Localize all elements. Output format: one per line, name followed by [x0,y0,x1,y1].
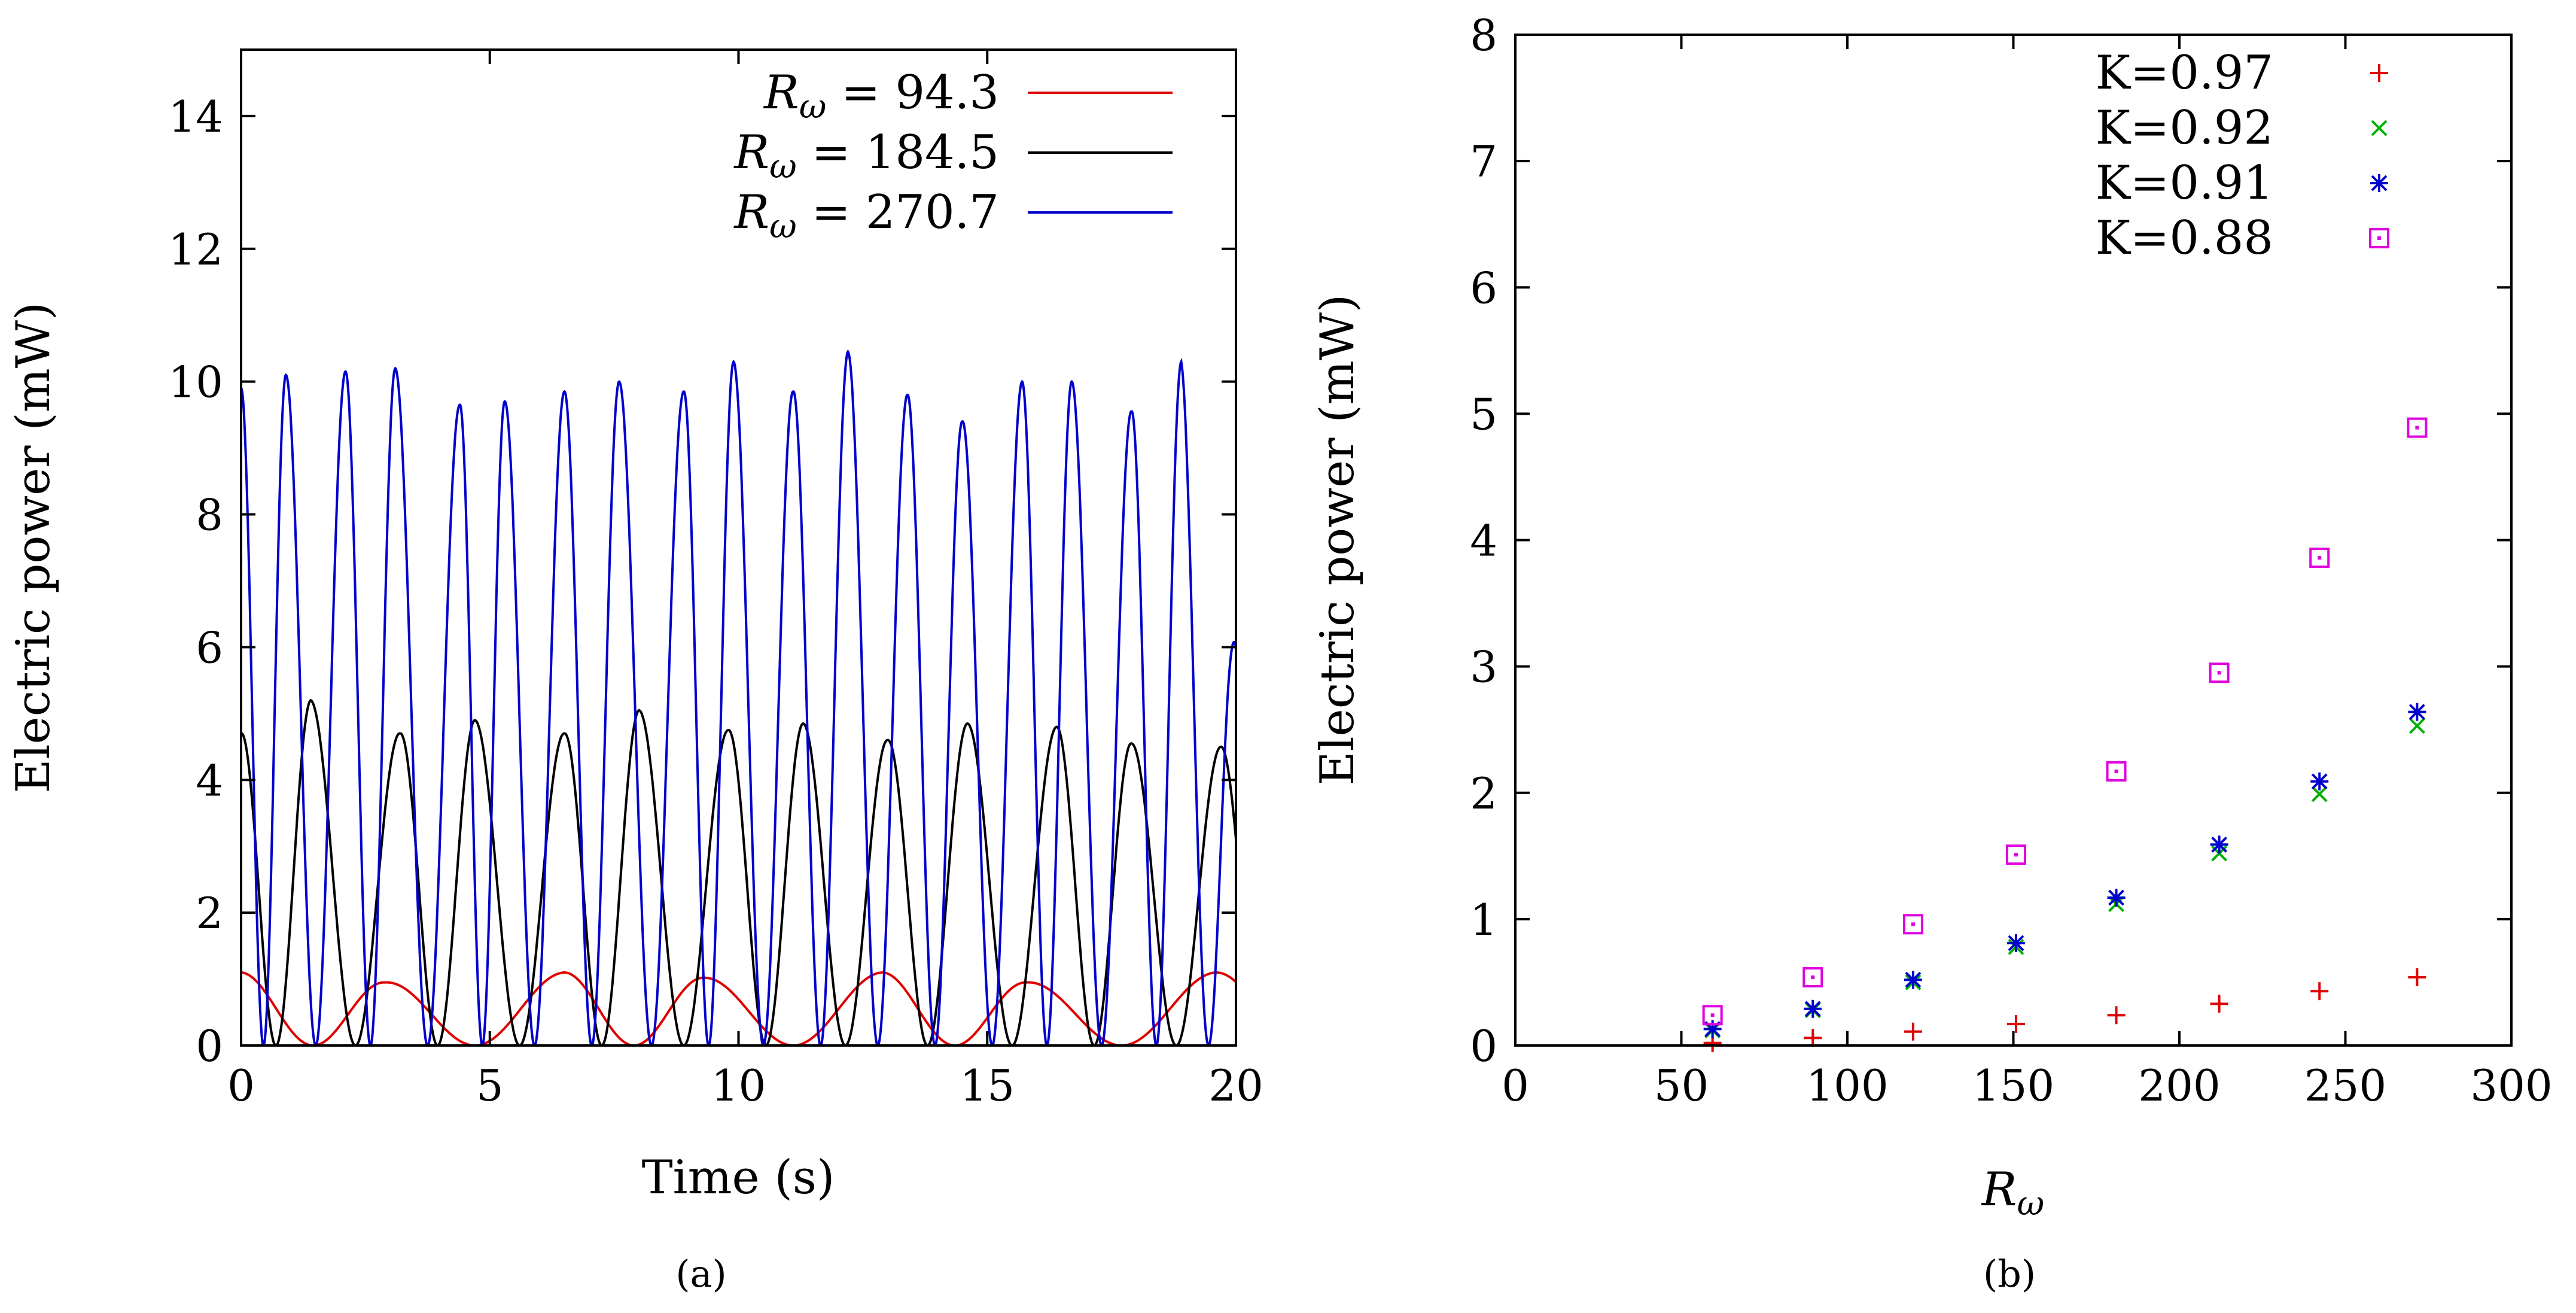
panel-b-legend-label: K=0.97 [2096,46,2273,100]
panel-b-x-axis-subscript: ω [2017,1184,2045,1223]
panel-a-label: (a) [675,1252,726,1296]
panel-a-legend-value: = 270.7 [797,186,999,239]
panel-a-x-tick-label: 10 [711,1060,766,1111]
panel-a-legend-subscript: ω [769,207,797,246]
panel-a-y-tick-label: 12 [168,224,223,275]
panel-b-x-tick-label: 50 [1654,1060,1709,1111]
panel-a-x-tick-label: 0 [227,1060,255,1111]
panel-b-y-tick-label: 4 [1470,516,1497,566]
panel-b-point-k-0-92 [2311,786,2328,803]
panel-b-legend-label: K=0.92 [2096,101,2273,155]
panel-b-ticks: 0 50 100 150 200 250 300 0 1 2 3 4 5 6 7 8 [1470,10,2553,1111]
panel-b-point-k-0-88 [2309,548,2330,569]
panel-a-x-axis-label: Time (s) [642,1151,835,1205]
panel-b-y-tick-label: 2 [1470,768,1497,819]
panel-a-legend-symbol: R [733,126,769,180]
panel-a-legend-value: = 184.5 [797,126,999,180]
panel-b-x-axis-symbol: R [1981,1163,2017,1217]
panel-b-x-tick-label: 150 [1972,1060,2054,1111]
panel-b-legend-label: K=0.91 [2096,156,2273,210]
panel-a-legend-symbol: R [733,186,769,239]
panel-b-point-k-0-88 [2407,417,2428,438]
panel-b-y-tick-label: 0 [1470,1021,1497,1071]
panel-b-legend-marker [2370,64,2388,82]
panel-a-legend-label: Rω = 184.5 [733,126,999,186]
panel-b-y-tick-label: 7 [1470,136,1497,187]
panel-a-y-tick-label: 0 [196,1021,223,1071]
panel-b-x-axis-label: Rω [1981,1163,2044,1223]
panel-b-point-k-0-88 [2005,844,2026,865]
panel-a-y-tick-label: 10 [168,357,223,408]
panel-b-point-k-0-97 [2310,982,2329,1001]
panel-b-point-k-0-97 [2210,995,2228,1013]
panel-a-x-tick-label: 15 [960,1060,1015,1111]
panel-b-x-tick-label: 200 [2138,1060,2220,1111]
panel-b-legend-marker [2369,228,2389,248]
panel-a-legend-subscript: ω [769,147,797,186]
panel-b-x-tick-label: 250 [2304,1060,2386,1111]
panel-b-point-k-0-97 [1804,1029,1822,1047]
panel-a-x-tick-label: 20 [1208,1060,1263,1111]
panel-b-label: (b) [1983,1252,2036,1296]
panel-b-point-k-0-91 [1703,1020,1722,1038]
panel-a-y-axis-label: Electric power (mW) [7,302,60,794]
panel-a-legend-label: Rω = 270.7 [733,186,999,246]
panel-a-legend-value: = 94.3 [826,66,999,120]
panel-b-legend-marker [2371,120,2388,136]
panel-b-point-k-0-91 [1804,999,1822,1018]
panel-a-series-line-270-7 [241,349,1236,1045]
panel-b-x-tick-label: 100 [1806,1060,1888,1111]
panel-b-point-k-0-91 [2310,772,2329,791]
panel-a-series-lines [241,349,1236,1045]
panel-b-point-k-0-91 [1904,971,1922,989]
panel-b-legend-label: K=0.88 [2096,211,2273,265]
panel-a-series-line-184-5 [241,698,1236,1045]
panel-b-plot-frame [1514,34,2513,1047]
panel-b-point-k-0-91 [2107,888,2126,907]
panel-b-y-tick-label: 6 [1470,263,1497,313]
panel-b-point-k-0-91 [2006,934,2025,952]
panel-a-legend: Rω = 94.3Rω = 184.5Rω = 270.7 [733,66,1173,246]
panel-a-legend-label: Rω = 94.3 [763,66,999,126]
panel-b-point-k-0-88 [1902,914,1923,935]
panel-b-point-k-0-88 [2209,662,2230,683]
panel-b-legend: K=0.97K=0.92K=0.91K=0.88 [2096,46,2389,265]
panel-b-point-k-0-88 [2106,761,2127,782]
panel-a-y-tick-label: 8 [196,490,223,540]
panel-a-y-tick-label: 6 [196,622,223,673]
panel-a-x-tick-label: 5 [476,1060,504,1111]
panel-b-point-k-0-97 [2006,1015,2025,1034]
panel-a-time-series: 0 5 10 15 20 0 2 4 6 8 10 12 14 Time (s) Electric po… [7,48,1263,1296]
panel-a-legend-subscript: ω [799,87,827,126]
panel-b-point-k-0-91 [2210,835,2228,854]
panel-a-y-tick-label: 14 [168,92,223,142]
panel-a-legend-symbol: R [763,66,799,120]
panel-b-legend-marker [2370,174,2388,192]
panel-b-y-tick-label: 5 [1470,389,1497,439]
panel-b-y-tick-label: 1 [1470,895,1497,945]
panel-b-point-k-0-92 [2408,718,2425,734]
panel-a-ticks: 0 5 10 15 20 0 2 4 6 8 10 12 14 [168,50,1263,1111]
panel-b-point-k-0-97 [1904,1022,1922,1041]
panel-b-x-tick-label: 300 [2470,1060,2552,1111]
panel-b-y-tick-label: 8 [1470,10,1497,60]
panel-b-point-k-0-91 [2408,703,2426,721]
panel-a-y-tick-label: 4 [196,755,223,806]
panel-b-point-k-0-88 [1802,966,1823,987]
panel-b-series-points [1702,417,2428,1052]
panel-b-point-k-0-97 [2107,1006,2126,1025]
panel-b-y-tick-label: 3 [1470,642,1497,692]
panel-a-series-line-94-3 [241,971,1236,1045]
panel-b-point-k-0-97 [2408,968,2426,986]
panel-a-y-tick-label: 2 [196,888,223,938]
panel-b-y-axis-label: Electric power (mW) [1311,294,1365,786]
panel-b-point-k-0-88 [1702,1005,1723,1026]
panel-b-x-tick-label: 0 [1502,1060,1529,1111]
panel-b-scatter: 0 50 100 150 200 250 300 0 1 2 3 4 5 6 7 8 Rω Electric … [1311,10,2553,1296]
